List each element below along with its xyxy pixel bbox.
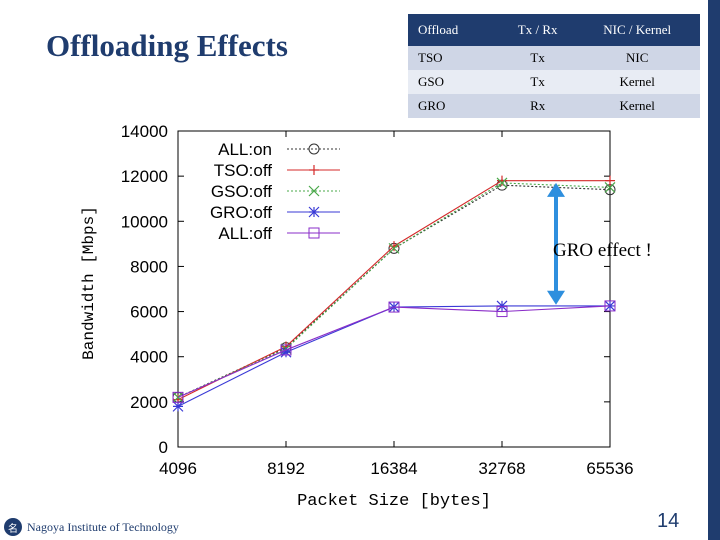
data-point: [388, 301, 400, 313]
series-line: [177, 305, 611, 398]
data-point: [172, 391, 184, 403]
slide-title: Offloading Effects: [46, 28, 288, 63]
arrow-head-down-icon: [547, 290, 565, 305]
table-row: TSO Tx NIC: [408, 46, 700, 70]
offload-table: Offload Tx / Rx NIC / Kernel TSO Tx NIC …: [408, 14, 700, 118]
data-point: [388, 242, 400, 254]
y-tick-label: 6000: [130, 303, 168, 322]
table-cell: TSO: [408, 46, 501, 70]
table-row: GRO Rx Kernel: [408, 94, 700, 118]
data-point: [280, 344, 292, 356]
table-header-row: Offload Tx / Rx NIC / Kernel: [408, 14, 700, 46]
arrow-head-up-icon: [547, 182, 565, 197]
legend-label: TSO:off: [214, 161, 273, 180]
page-number: 14: [657, 510, 680, 532]
x-tick-label: 65536: [586, 459, 633, 478]
y-axis-label: Bandwidth [Mbps]: [80, 206, 98, 360]
table-cell: Tx: [500, 46, 575, 70]
series-line: [177, 305, 610, 407]
legend-marker: [308, 185, 320, 197]
data-point: [172, 400, 184, 412]
data-point: [604, 300, 616, 312]
data-point: [604, 182, 616, 193]
x-tick-label: 4096: [159, 459, 197, 478]
data-point: [605, 175, 615, 186]
x-tick-label: 8192: [267, 459, 305, 478]
table-header-nic-kernel: NIC / Kernel: [574, 14, 700, 46]
y-tick-label: 12000: [121, 167, 168, 186]
legend-marker: [308, 206, 320, 218]
table-cell: Rx: [500, 94, 575, 118]
table-cell: Kernel: [574, 94, 700, 118]
data-point: [496, 177, 508, 189]
legend-label: ALL:off: [218, 224, 272, 243]
data-point: [172, 391, 184, 403]
right-accent-bar: [708, 0, 720, 540]
table-cell: Kernel: [574, 70, 700, 94]
x-tick-label: 16384: [370, 459, 417, 478]
institution-name: Nagoya Institute of Technology: [27, 519, 179, 534]
y-tick-label: 8000: [130, 257, 168, 276]
x-axis-label: Packet Size [bytes]: [297, 492, 491, 511]
table-cell: NIC: [574, 46, 700, 70]
data-point: [496, 300, 508, 312]
legend-marker: [308, 227, 320, 239]
table-cell: GSO: [408, 70, 501, 94]
legend-label: GSO:off: [211, 182, 272, 201]
y-tick-label: 4000: [130, 348, 168, 367]
institution-emblem-icon: 名: [4, 518, 22, 536]
table-header-txrx: Tx / Rx: [500, 14, 575, 46]
y-tick-label: 14000: [121, 122, 168, 141]
data-point: [496, 306, 508, 318]
data-point: [280, 346, 292, 358]
table-cell: Tx: [500, 70, 575, 94]
legend-marker: [308, 143, 320, 155]
x-tick-label: 32768: [478, 459, 525, 478]
legend-marker: [309, 165, 319, 175]
legend-label: GRO:off: [210, 203, 272, 222]
y-tick-label: 10000: [121, 212, 168, 231]
y-tick-label: 2000: [130, 393, 168, 412]
data-point: [497, 175, 507, 186]
institution-logo: 名 Nagoya Institute of Technology: [4, 518, 179, 536]
legend-label: ALL:on: [218, 140, 272, 159]
gro-effect-label: GRO effect !: [553, 240, 652, 261]
table-row: GSO Tx Kernel: [408, 70, 700, 94]
table-header-offload: Offload: [408, 14, 501, 46]
table-cell: GRO: [408, 94, 501, 118]
y-tick-label: 0: [159, 438, 168, 457]
